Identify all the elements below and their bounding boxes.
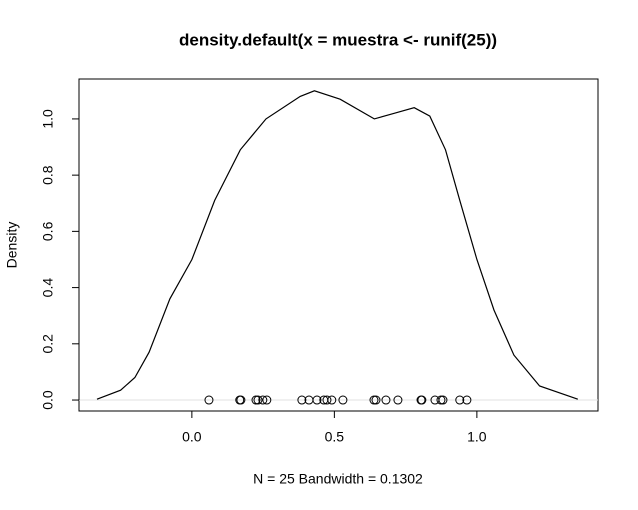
rug-point — [327, 395, 337, 405]
y-tick-label: 0.4 — [40, 278, 56, 298]
density-line — [96, 90, 578, 400]
rug-point — [204, 395, 214, 405]
y-tick-label: 0.8 — [40, 165, 56, 185]
rug-point — [312, 395, 322, 405]
rug-point — [338, 395, 348, 405]
y-tick-label: 1.0 — [40, 109, 56, 129]
rug-point — [381, 395, 391, 405]
chart-title: density.default(x = muestra <- runif(25)… — [179, 30, 497, 49]
rug-point — [258, 395, 268, 405]
rug-point — [236, 395, 246, 405]
rug-point — [438, 395, 448, 405]
y-axis-label: Density — [4, 222, 20, 269]
x-tick-label: 0.5 — [325, 429, 345, 445]
rug-point — [262, 395, 272, 405]
rug-point — [417, 395, 427, 405]
y-tick-label: 0.2 — [40, 334, 56, 354]
rug-point — [455, 395, 465, 405]
rug-point — [322, 395, 332, 405]
rug-point — [371, 395, 381, 405]
rug-point — [297, 395, 307, 405]
rug-point — [253, 395, 263, 405]
rug-point — [393, 395, 403, 405]
x-axis-label: N = 25 Bandwidth = 0.1302 — [253, 471, 423, 487]
y-tick-label: 0.6 — [40, 221, 56, 241]
y-tick-label: 0.0 — [40, 390, 56, 410]
x-tick-label: 0.0 — [182, 429, 202, 445]
x-tick-label: 1.0 — [467, 429, 487, 445]
rug-point — [462, 395, 472, 405]
